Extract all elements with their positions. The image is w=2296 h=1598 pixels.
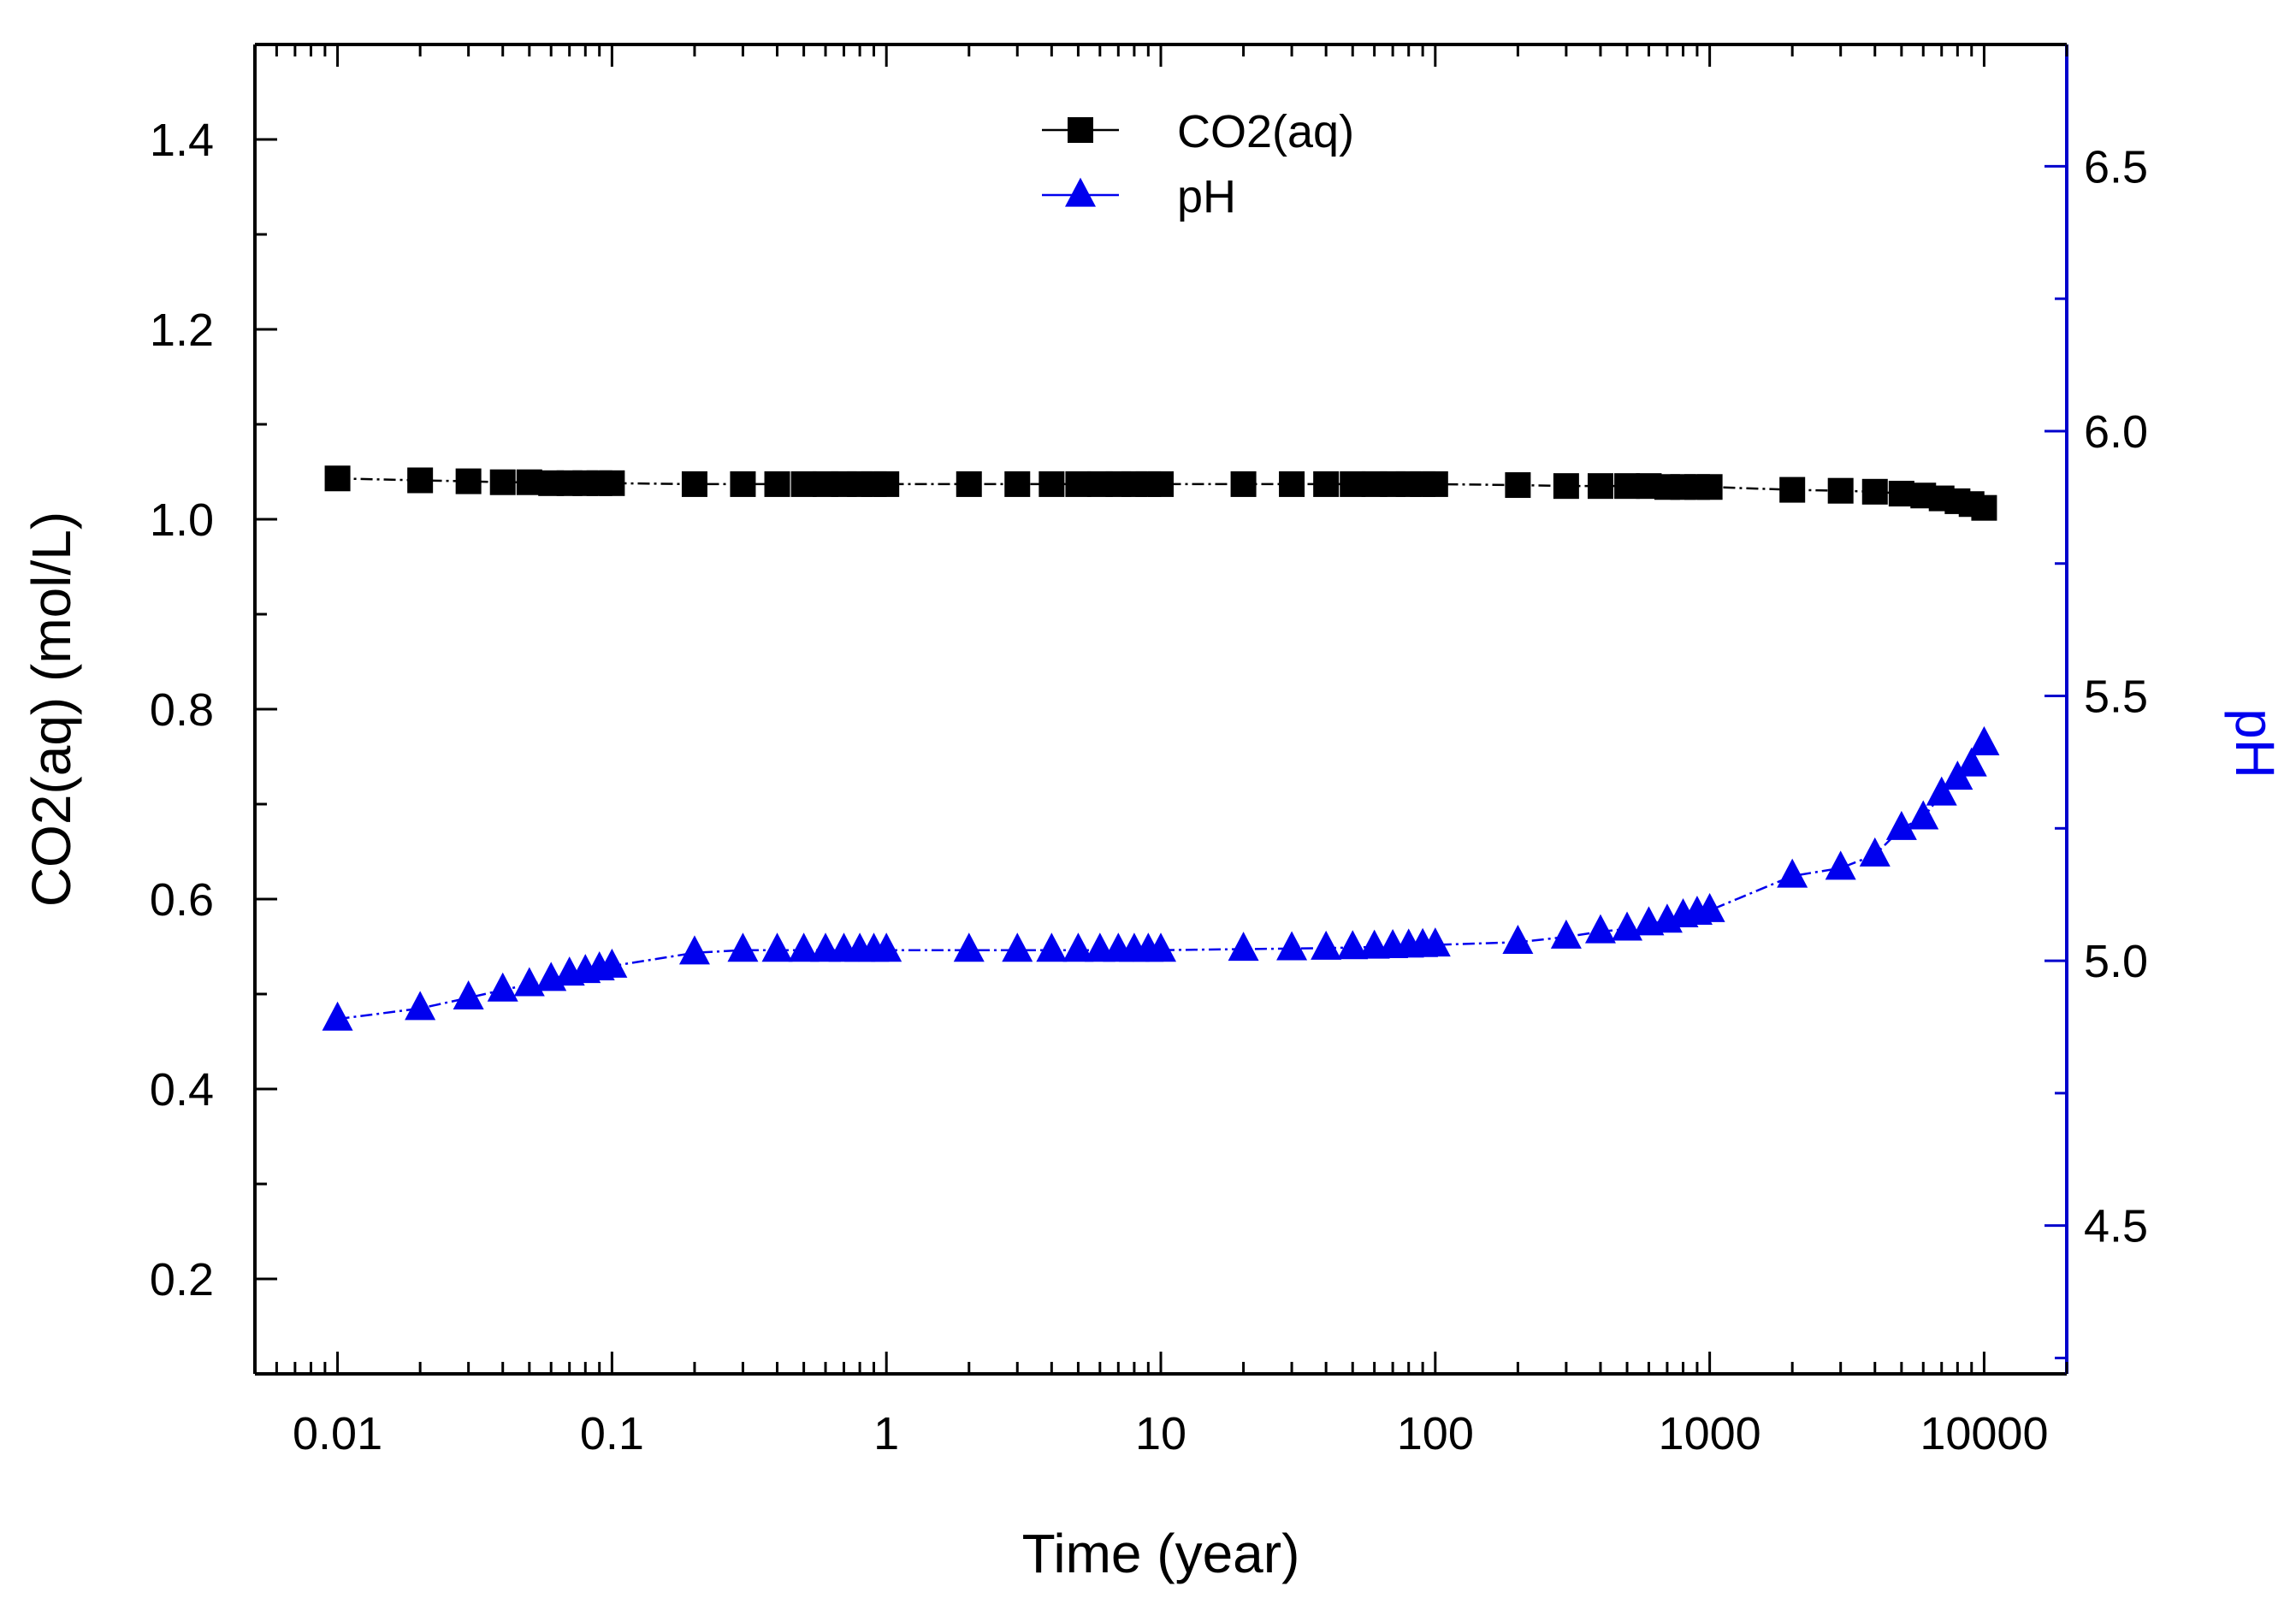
x-tick-label: 1000 [1659, 1408, 1761, 1459]
data-point [516, 469, 542, 495]
data-point [1885, 810, 1917, 840]
data-point [1065, 471, 1092, 497]
data-point [1279, 471, 1305, 497]
data-point [1337, 930, 1369, 960]
data-point [1313, 471, 1340, 497]
data-point [596, 948, 628, 978]
data-point [678, 935, 710, 965]
y-tick-label: 1.4 [150, 115, 214, 166]
data-point [1825, 850, 1856, 880]
legend-label-ph: pH [1177, 171, 1236, 222]
data-point [1502, 925, 1534, 955]
x-tick-label: 100 [1397, 1408, 1474, 1459]
data-point [1340, 471, 1366, 497]
data-point [487, 972, 518, 1002]
y2-tick-label: 5.0 [2084, 936, 2148, 987]
series-ph [322, 725, 2000, 1031]
y-tick-label: 1.2 [150, 305, 214, 356]
data-point [1971, 494, 1997, 521]
data-point [1779, 476, 1806, 503]
data-point [1039, 471, 1065, 497]
plot-area [322, 465, 2000, 1031]
data-point [1148, 471, 1174, 497]
y-tick-label: 0.2 [150, 1254, 214, 1305]
y-axis-title: CO2(aq) (mol/L) [21, 512, 82, 907]
data-point [1145, 932, 1176, 962]
data-point [1036, 932, 1068, 962]
axes: 0.01 0.1 1 10 100 1000 10000 0.2 0.4 0.6 0.8 1.0 1.2… [150, 43, 2148, 1459]
data-point [1694, 892, 1725, 922]
data-point [764, 471, 790, 497]
data-point [1587, 473, 1613, 500]
data-point [871, 932, 902, 962]
data-point [1505, 472, 1531, 499]
data-point [453, 980, 484, 1010]
data-point [1550, 919, 1582, 949]
data-point [1553, 473, 1579, 500]
data-point [1002, 932, 1033, 962]
legend-marker [1065, 177, 1096, 207]
x-tick-label: 1 [873, 1408, 899, 1459]
y-tick-label: 0.4 [150, 1064, 214, 1116]
series-co2 [324, 465, 1997, 521]
legend-marker [1068, 117, 1093, 143]
data-point [1696, 474, 1723, 500]
data-point [1859, 837, 1891, 867]
y2-tick-label: 6.5 [2084, 141, 2148, 192]
data-point [1968, 725, 2000, 755]
data-point [1612, 911, 1643, 941]
y2-tick-label: 6.0 [2084, 406, 2148, 458]
data-point [873, 471, 900, 497]
data-point [1228, 932, 1259, 962]
x-axis-title: Time (year) [1022, 1523, 1300, 1584]
data-point [324, 465, 351, 492]
data-point [1276, 931, 1308, 961]
x-tick-label: 0.1 [580, 1408, 644, 1459]
data-point [1908, 800, 1939, 830]
data-point [1004, 471, 1031, 497]
data-point [1584, 914, 1616, 944]
y-tick-label: 0.8 [150, 684, 214, 736]
data-point [1311, 930, 1342, 960]
data-point [1956, 747, 1987, 777]
data-point [1419, 927, 1451, 957]
data-point [953, 932, 985, 962]
data-point [1861, 478, 1888, 505]
data-point [790, 471, 817, 497]
x-tick-label: 0.01 [293, 1408, 382, 1459]
x-tick-label: 10 [1135, 1408, 1186, 1459]
data-point [1888, 481, 1914, 507]
y-tick-label: 1.0 [150, 494, 214, 546]
legend-label-co2: CO2(aq) [1177, 106, 1354, 157]
y2-tick-label: 5.5 [2084, 672, 2148, 723]
data-point [489, 469, 516, 495]
data-point [681, 471, 707, 497]
data-point [1614, 473, 1641, 500]
y-tick-label: 0.6 [150, 874, 214, 926]
data-point [1926, 776, 1957, 806]
data-point [1230, 471, 1257, 497]
data-point [513, 967, 545, 997]
data-point [788, 932, 820, 962]
data-point [405, 991, 436, 1021]
data-point [1422, 471, 1448, 497]
data-point [1062, 932, 1094, 962]
data-point [455, 468, 482, 494]
data-point [1777, 858, 1808, 888]
data-point [1827, 477, 1854, 504]
data-point [322, 1001, 353, 1031]
data-point [727, 932, 759, 962]
y2-tick-label: 4.5 [2084, 1201, 2148, 1252]
data-point [761, 932, 793, 962]
data-point [956, 471, 982, 497]
data-point [730, 471, 756, 497]
x-tick-label: 10000 [1920, 1408, 2048, 1459]
legend: CO2(aq) pH [1042, 106, 1354, 222]
data-point [407, 467, 434, 494]
y2-axis-title: pH [2224, 708, 2286, 778]
data-point [599, 470, 625, 496]
